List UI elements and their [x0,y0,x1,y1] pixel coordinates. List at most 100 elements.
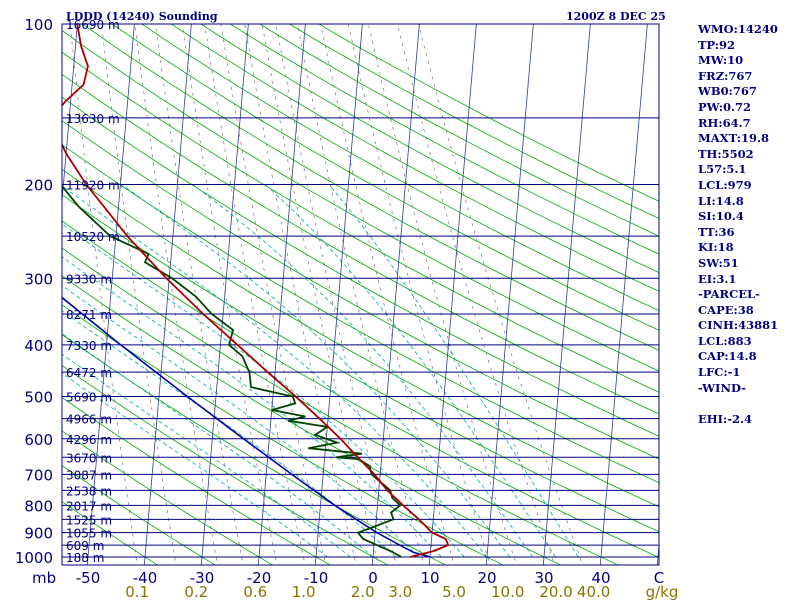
mixing-ratio-line [296,24,425,565]
mixing-ratio-line [244,24,357,565]
temperature-tick-label: -30 [190,569,215,587]
dry-adiabat-line [62,275,562,565]
index-parcel-lcl: LCL:883 [698,333,752,348]
temperature-tick-label: -20 [247,569,272,587]
mixing-ratio-label: 5.0 [442,583,466,600]
mixing-ratio-line [101,24,177,565]
index-lfc: LFC:-1 [698,365,741,380]
mixing-ratio-label: 0.2 [184,583,208,600]
parcel-heading: -PARCEL- [698,287,760,302]
dry-adiabat-line [62,430,274,565]
mixing-ratio-line [347,24,491,565]
isotherm-line [542,24,591,565]
height-label: 6472 m [66,366,112,380]
mixing-ratio-label: 2.0 [351,583,375,600]
height-label: 609 m [66,539,104,553]
isotherm-line [0,0,23,568]
isotherm-line [257,24,306,565]
mixing-ratio-line [204,24,306,565]
temperature-tick-label: 40 [591,569,610,587]
pressure-tick-label: 1000 [15,549,53,567]
wind-heading: -WIND- [698,380,746,395]
height-label: 4966 m [66,413,112,427]
temperature-line [62,24,450,558]
temperature-tick-label: 30 [534,569,553,587]
height-label-top: 16690 m [66,18,120,32]
isotherm-line [200,24,249,565]
height-label: 11920 m [66,178,120,192]
index-wmo: WMO:14240 [698,22,778,36]
isotherm-line [371,24,420,565]
mixing-ratio-label: 20.0 [539,583,572,600]
height-label: 1525 m [66,513,112,527]
dry-adiabat-line [62,501,159,565]
pressure-tick-label: 600 [24,431,53,449]
moist-adiabat-line [121,184,511,558]
index-cap: CAP:14.8 [698,349,757,364]
spacer [698,396,800,412]
moist-adiabat-line [62,223,465,558]
indices-panel: WMO:14240 TP:92 MW:10 FRZ:767 WB0:767 PW… [698,22,800,427]
pressure-tick-label: 700 [24,466,53,484]
sounding-profiles [62,24,450,558]
moist-adiabat-line [62,333,374,558]
mixing-ratio-line [181,24,278,565]
temperature-tick-label: -10 [304,569,329,587]
isotherm-line [62,24,78,206]
parcel-line [62,296,431,558]
mixing-ratio-line [368,24,517,565]
dry-adiabat-line [62,29,659,372]
mixing-ratio-line [134,24,218,565]
temperature-tick-label: 20 [477,569,496,587]
isotherm-line [485,24,534,565]
pressure-tick-label: 500 [24,389,53,407]
index-ehi: EHI:-2.4 [698,411,753,426]
pressure-tick-label: 400 [24,337,53,355]
mixing-ratio-label: 40.0 [577,583,610,600]
pressure-tick-label: 100 [24,16,53,34]
pressure-tick-label: 200 [24,176,53,194]
mixing-ratio-label: 3.0 [388,583,412,600]
height-label: 4296 m [66,433,112,447]
isotherm-line [599,24,648,565]
height-label: 13630 m [66,112,120,126]
index-wb0: WB0:767 [698,84,757,99]
index-pw: PW:0.72 [698,99,752,114]
mixing-ratio-line [155,24,244,565]
chart-title: LDDD (14240) Sounding [66,10,218,23]
dry-adiabat-line [111,24,659,331]
pressure-tick-label: 300 [24,270,53,288]
dry-adiabat-line [62,334,447,565]
index-cinh: CINH:43881 [698,318,779,333]
dewpoint-line [62,184,402,558]
index-ki: KI:18 [698,240,734,255]
mixing-ratio-line [320,24,455,565]
dry-adiabat-line [62,247,620,565]
axis-labels: 100 200 300 400 500 600 700 800 900 1000 16690 m 13… [15,16,679,600]
height-label: 7330 m [66,339,112,353]
index-l57: L57:5.1 [698,162,747,177]
height-label: 5690 m [66,391,112,405]
moist-adiabat-line [264,184,556,558]
index-maxt: MAXT:19.8 [698,131,769,146]
dry-adiabat-line [62,304,504,565]
plot-frame [61,23,660,566]
height-label: 2538 m [66,484,112,498]
pressure-tick-label: 900 [24,525,53,543]
pressure-tick-label: 800 [24,497,53,515]
index-mw: MW:10 [698,53,744,68]
dry-adiabat-line [62,397,332,565]
grid-lines [0,0,659,568]
mixing-ratio-label: 10.0 [491,583,524,600]
height-label: 2017 m [66,499,112,513]
index-si: SI:10.4 [698,209,744,224]
index-th: TH:5502 [698,146,754,161]
index-ei: EI:3.1 [698,271,737,286]
mixing-ratio-line [397,24,556,565]
isotherm-line [314,24,363,565]
height-label: 8271 m [66,308,112,322]
moist-adiabat-line [62,372,328,558]
isotherm-line [428,24,477,565]
moist-adiabat-line [62,284,419,558]
